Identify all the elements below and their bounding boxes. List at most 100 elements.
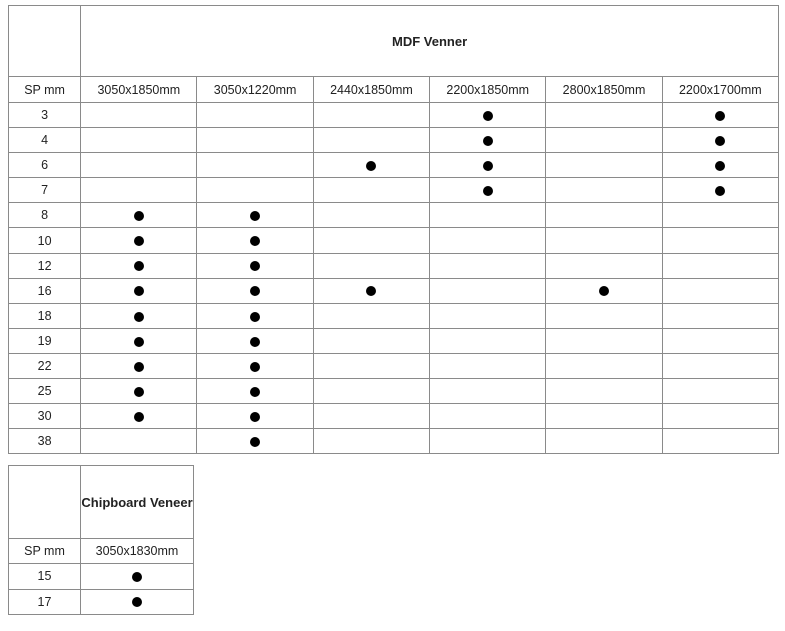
availability-cell [196, 101, 314, 129]
availability-cell [312, 327, 431, 354]
availability-cell [80, 428, 198, 455]
availability-cell [80, 302, 198, 329]
availability-dot-icon [715, 160, 726, 171]
sp-cell: 6 [7, 152, 82, 179]
availability-dot-icon [482, 110, 493, 121]
table-row: 7 [7, 177, 780, 204]
availability-dot-icon [133, 336, 144, 347]
sp-cell: 17 [8, 588, 81, 615]
availability-dot-icon [366, 286, 377, 297]
availability-dot-icon [133, 361, 144, 372]
availability-cell [545, 327, 663, 354]
availability-cell [312, 177, 431, 204]
chipboard-veneer-table: Chipboard Veneer SP mm 3050x1830mm 15 17 [8, 465, 194, 615]
sp-cell: 30 [7, 403, 82, 430]
table-row: 10 [7, 227, 780, 254]
table-row: 4 [7, 127, 780, 154]
row-header: SP mm [8, 538, 81, 564]
availability-cell [80, 277, 198, 304]
availability-dot-icon [133, 211, 144, 222]
availability-cell [80, 177, 198, 204]
sp-cell: 3 [7, 101, 82, 129]
availability-dot-icon [132, 597, 142, 608]
table-row: 30 [7, 403, 780, 430]
availability-cell [545, 101, 663, 129]
availability-dot-icon [366, 160, 377, 171]
availability-cell [429, 252, 547, 279]
availability-cell [80, 378, 198, 405]
availability-cell [429, 428, 547, 455]
availability-dot-icon [250, 361, 261, 372]
availability-cell [196, 277, 314, 304]
availability-cell [80, 352, 198, 380]
availability-dot-icon [132, 571, 142, 582]
column-header: 3050x1850mm [80, 76, 198, 103]
availability-cell [80, 588, 194, 615]
availability-cell [80, 403, 198, 430]
availability-cell [196, 378, 314, 405]
availability-cell [661, 403, 780, 430]
availability-dot-icon [250, 211, 261, 222]
availability-cell [196, 352, 314, 380]
availability-dot-icon [250, 311, 261, 322]
availability-cell [545, 277, 663, 304]
availability-cell [312, 277, 431, 304]
availability-dot-icon [133, 261, 144, 272]
availability-cell [312, 101, 431, 129]
availability-cell [545, 177, 663, 204]
column-header: 3050x1830mm [80, 538, 194, 564]
availability-cell [429, 378, 547, 405]
sp-cell: 18 [7, 302, 82, 329]
availability-cell [80, 252, 198, 279]
availability-cell [312, 202, 431, 229]
availability-dot-icon [715, 135, 726, 146]
availability-cell [545, 403, 663, 430]
availability-cell [196, 202, 314, 229]
availability-cell [312, 403, 431, 430]
table-row: 18 [7, 302, 780, 329]
corner-cell [8, 465, 81, 539]
availability-cell [661, 302, 780, 329]
availability-cell [429, 152, 547, 179]
availability-dot-icon [482, 186, 493, 197]
availability-cell [429, 277, 547, 304]
availability-cell [661, 127, 780, 154]
table-row: 38 [7, 428, 780, 455]
sp-cell: 12 [7, 252, 82, 279]
availability-cell [429, 202, 547, 229]
availability-cell [545, 302, 663, 329]
table-row: 3 [7, 101, 780, 129]
column-header: 2200x1850mm [429, 76, 547, 103]
availability-cell [545, 202, 663, 229]
availability-dot-icon [250, 386, 261, 397]
availability-dot-icon [250, 236, 261, 247]
availability-cell [661, 352, 780, 380]
column-header: 2200x1700mm [661, 76, 780, 103]
availability-dot-icon [250, 411, 261, 422]
availability-cell [312, 378, 431, 405]
availability-cell [312, 227, 431, 254]
availability-cell [429, 403, 547, 430]
availability-cell [80, 202, 198, 229]
availability-dot-icon [133, 311, 144, 322]
availability-dot-icon [133, 236, 144, 247]
availability-cell [196, 252, 314, 279]
sp-cell: 4 [7, 127, 82, 154]
table-row: 25 [7, 378, 780, 405]
availability-cell [661, 277, 780, 304]
availability-cell [661, 227, 780, 254]
availability-cell [80, 152, 198, 179]
sp-cell: 22 [7, 352, 82, 380]
availability-cell [661, 252, 780, 279]
table-row: 8 [7, 202, 780, 229]
table-row: 22 [7, 352, 780, 380]
table-row: 19 [7, 327, 780, 354]
table-title: MDF Venner [80, 5, 779, 77]
availability-cell [661, 152, 780, 179]
availability-dot-icon [250, 286, 261, 297]
availability-cell [429, 101, 547, 129]
availability-dot-icon [133, 411, 144, 422]
availability-cell [661, 428, 780, 455]
availability-cell [661, 177, 780, 204]
corner-cell [7, 5, 82, 77]
